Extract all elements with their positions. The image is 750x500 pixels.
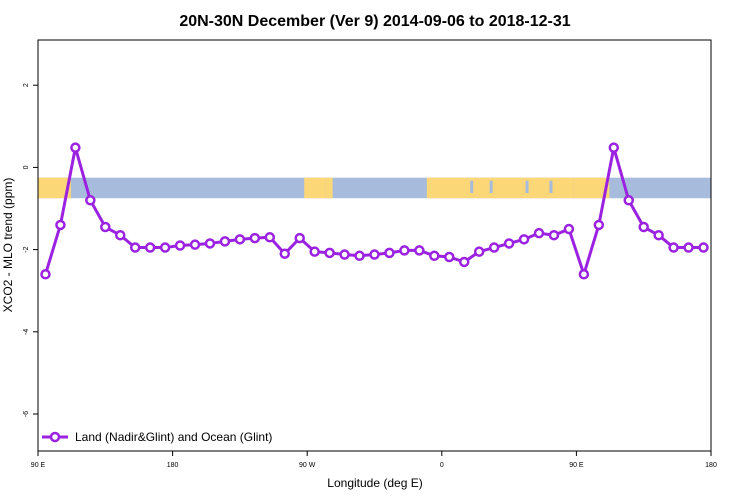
data-point-29	[473, 246, 485, 257]
data-point-41	[653, 229, 664, 241]
data-point-23	[384, 247, 395, 259]
data-point-7	[144, 242, 156, 253]
data-point-17	[294, 232, 305, 244]
data-point-25	[414, 245, 425, 256]
legend-label: Land (Nadir&Glint) and Ocean (Glint)	[75, 430, 272, 444]
sea-notch-3	[549, 180, 553, 194]
sea-notch-0	[470, 180, 474, 194]
y-axis-label: XCO2 - MLO trend (ppm)	[1, 178, 15, 313]
data-point-35	[563, 223, 575, 235]
data-point-4	[100, 221, 111, 233]
data-point-24	[399, 245, 410, 256]
y-axis: 2 0 -2 -4 -6	[23, 83, 38, 417]
data-point-8	[159, 242, 171, 253]
data-point-22	[369, 249, 380, 260]
data-point-15	[264, 232, 276, 243]
south-asia-land-a	[522, 177, 574, 199]
plot-frame	[37, 39, 712, 452]
data-point-2	[70, 142, 81, 153]
data-point-13	[234, 234, 246, 245]
data-point-16	[279, 248, 291, 259]
data-point-31	[503, 238, 515, 249]
sea-notch-1	[489, 180, 493, 194]
data-point-32	[518, 234, 530, 245]
data-point-3	[85, 195, 96, 206]
data-point-5	[115, 229, 126, 241]
x-tick-label-1: 180	[167, 462, 179, 469]
mexico-land-b	[325, 177, 333, 199]
africa-arabia-land-a	[426, 177, 523, 199]
legend: Land (Nadir&Glint) and Ocean (Glint)	[42, 430, 272, 444]
data-point-34	[548, 229, 560, 241]
data-point-11	[204, 238, 216, 249]
y-tick-label-0: 2	[23, 83, 30, 87]
data-point-1	[55, 219, 66, 231]
y-tick-label-2: -2	[23, 246, 30, 252]
x-axis: 90 E 180 90 W 0 90 E 180	[31, 451, 717, 469]
chart-title: 20N-30N December (Ver 9) 2014-09-06 to 2…	[179, 13, 570, 30]
x-tick-label-0: 90 E	[31, 462, 46, 469]
y-tick-label-3: -4	[23, 329, 30, 335]
data-point-26	[429, 250, 440, 262]
series-layer	[40, 142, 709, 280]
data-point-40	[638, 221, 649, 233]
data-point-10	[189, 239, 201, 250]
y-tick-label-4: -6	[23, 411, 30, 417]
data-point-6	[129, 242, 141, 253]
data-point-36	[578, 269, 590, 280]
data-point-43	[683, 242, 694, 253]
data-point-12	[219, 236, 231, 247]
data-point-39	[623, 195, 634, 206]
asia-land-a	[38, 177, 71, 199]
asia-land-b	[573, 177, 610, 199]
data-point-38	[608, 142, 620, 153]
y-tick-label-1: 0	[23, 165, 30, 169]
ocean-band	[38, 177, 711, 199]
data-point-9	[174, 240, 186, 251]
data-point-27	[444, 251, 455, 263]
data-point-28	[458, 256, 470, 268]
x-tick-label-4: 90 E	[569, 462, 584, 469]
sea-notch-2	[525, 180, 529, 194]
data-point-44	[698, 242, 709, 253]
mexico-land-a	[304, 177, 326, 199]
data-point-20	[339, 249, 350, 260]
legend-marker-swatch	[49, 431, 61, 443]
x-tick-label-3: 0	[440, 462, 444, 469]
data-point-42	[668, 242, 679, 253]
data-point-0	[40, 269, 51, 280]
data-point-37	[593, 219, 605, 231]
world-map-band	[38, 177, 711, 199]
data-point-19	[324, 247, 335, 259]
data-point-14	[249, 232, 261, 244]
x-axis-label: Longitude (deg E)	[327, 476, 422, 490]
x-tick-label-5: 180	[705, 462, 717, 469]
data-point-30	[488, 242, 500, 253]
x-tick-label-2: 90 W	[299, 462, 316, 469]
data-point-21	[354, 250, 365, 262]
data-point-33	[533, 227, 545, 239]
data-point-18	[309, 246, 320, 257]
